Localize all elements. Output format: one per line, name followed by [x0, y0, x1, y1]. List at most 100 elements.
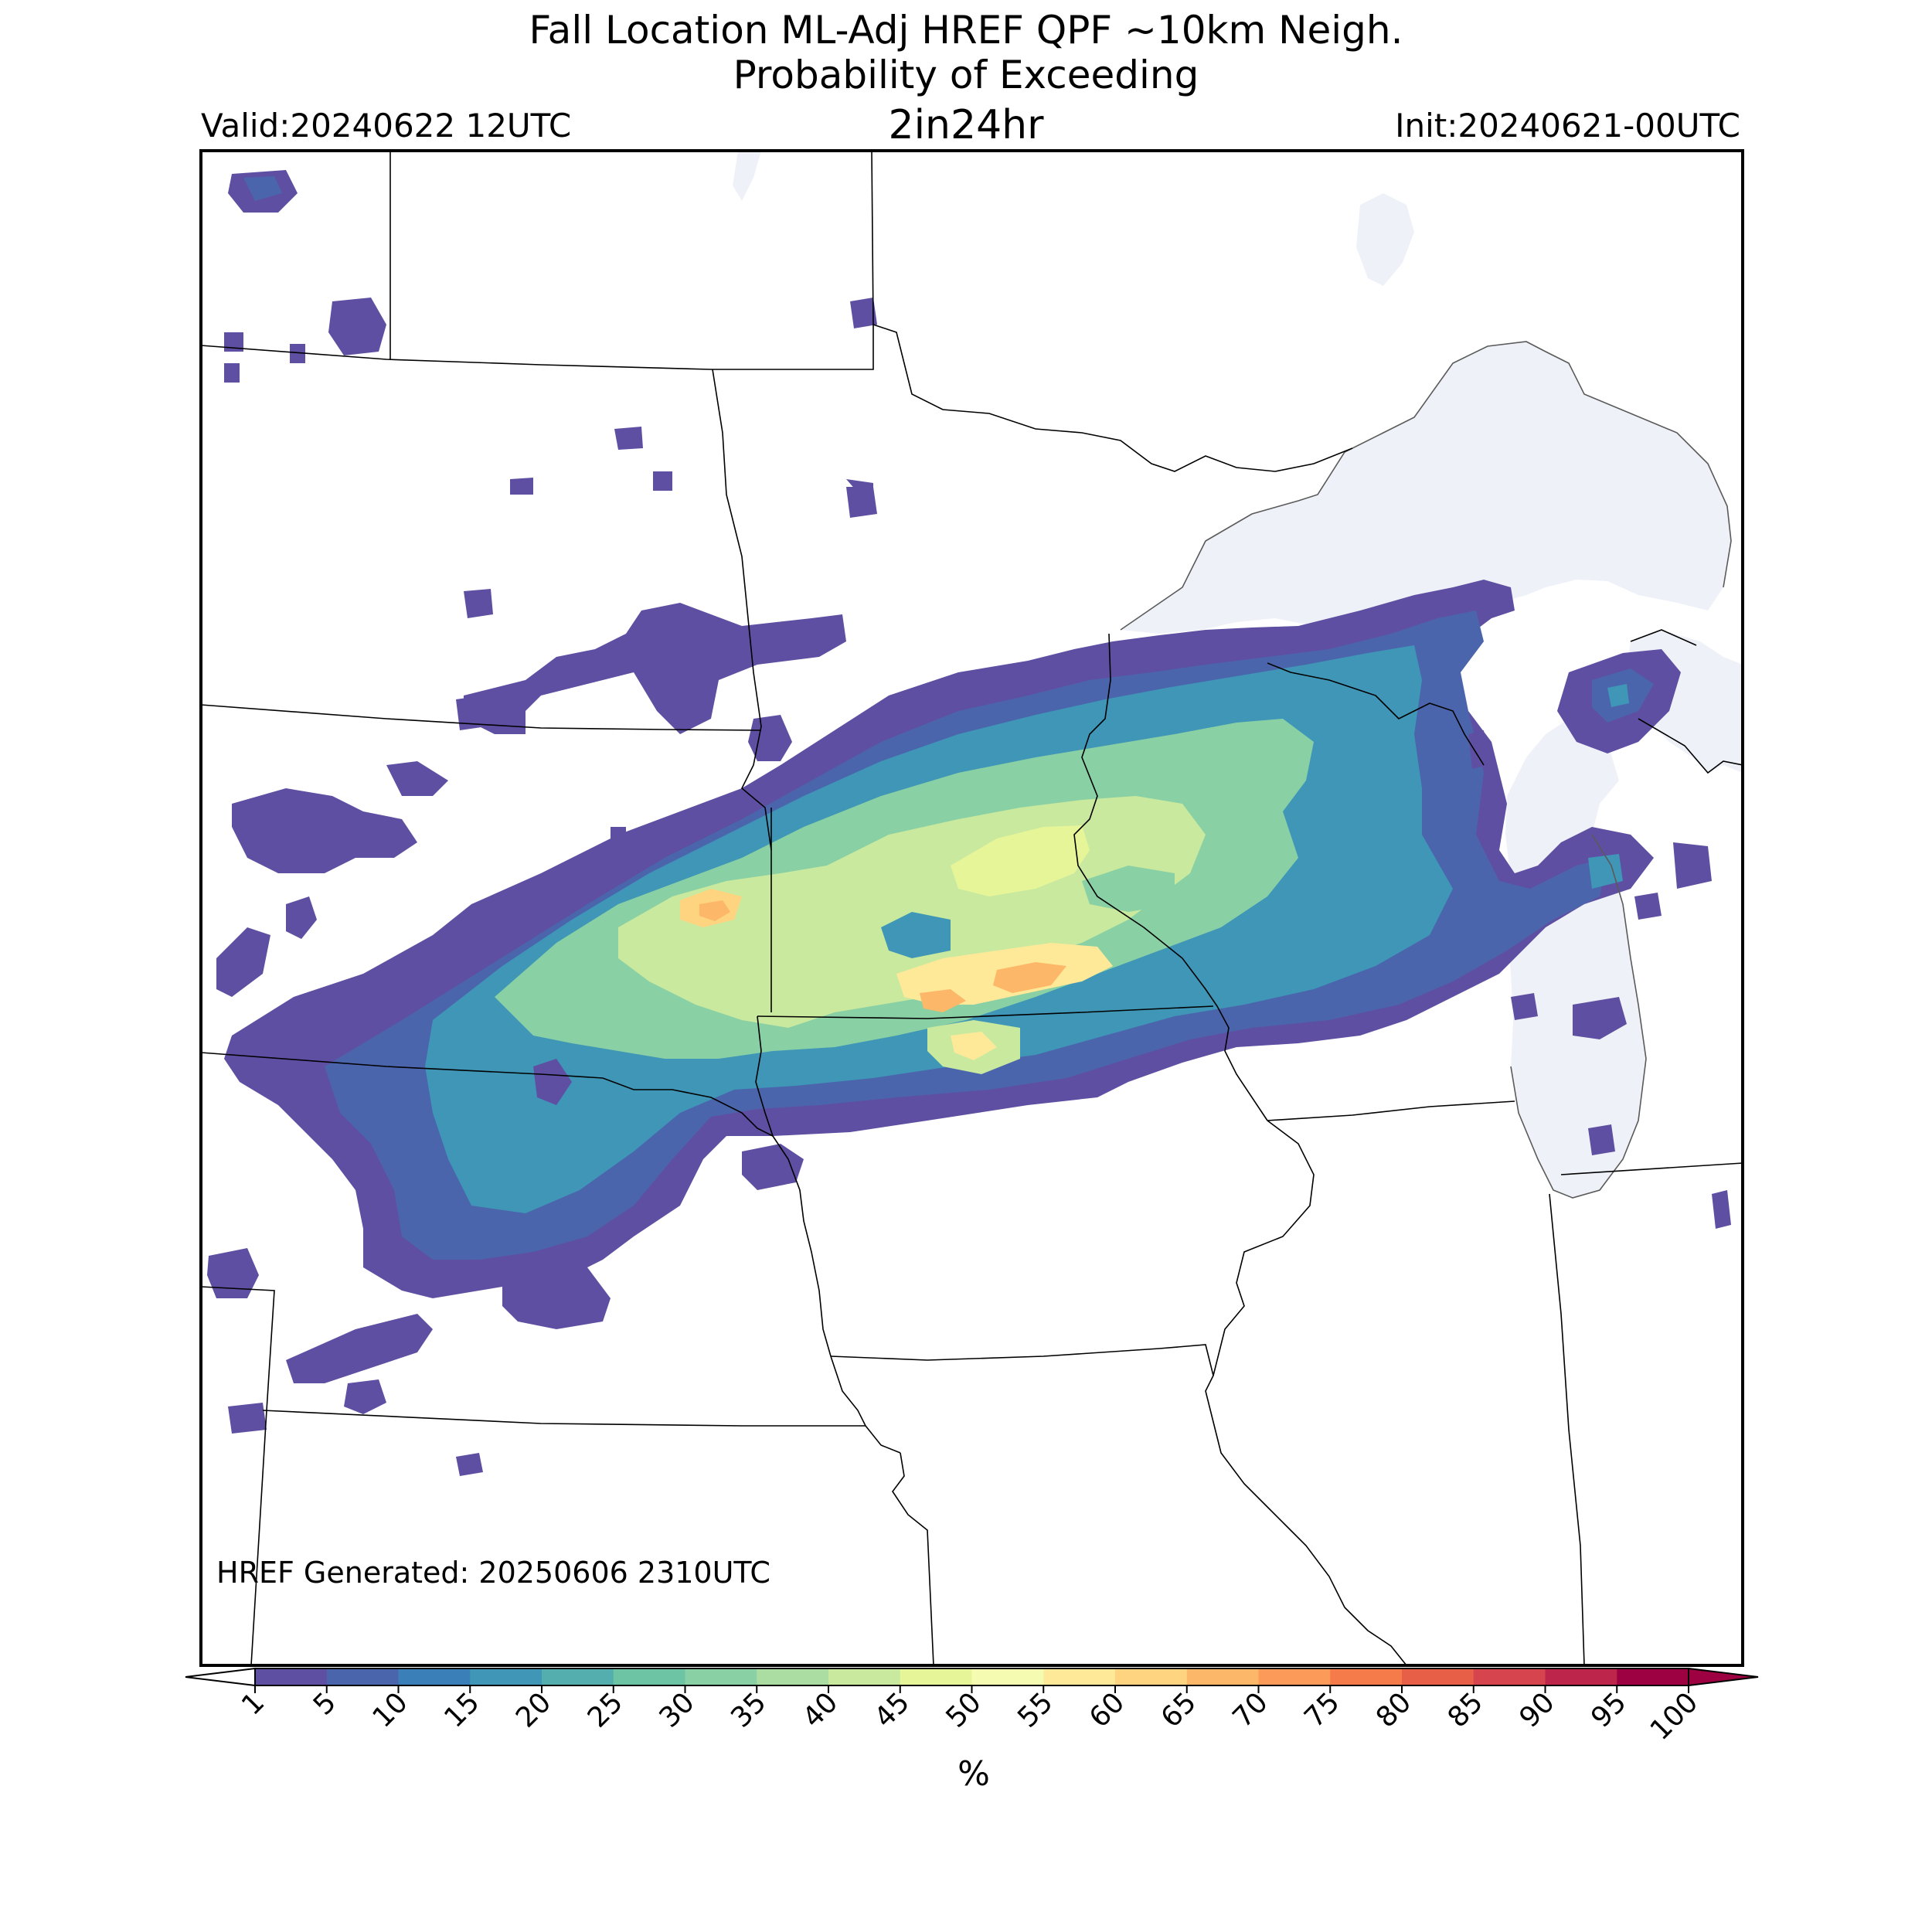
lake-winnipeg-tip: [733, 151, 761, 201]
border-ne-ia: [830, 1355, 901, 1454]
border-wi-mi: [1267, 662, 1485, 766]
lake-of-the-woods: [1356, 193, 1414, 286]
lake-michigan-outline: [1510, 834, 1647, 1199]
border-ia-il-river: [1205, 1120, 1407, 1665]
cell: [228, 1403, 267, 1434]
colorbar-segment: [900, 1668, 972, 1685]
border-ks-mo: [892, 1452, 934, 1665]
colorbar-segment: [828, 1668, 901, 1685]
cell: [1588, 1124, 1615, 1155]
title-line-2: Probability of Exceeding: [733, 53, 1199, 97]
colorbar-tick-label: 95: [1585, 1686, 1632, 1733]
cell: [510, 478, 533, 495]
colorbar-tick-label: 5: [308, 1686, 342, 1721]
cell: [611, 827, 626, 850]
border-mi-huron: [1638, 718, 1743, 774]
colorbar-tick-label: 15: [438, 1686, 485, 1733]
colorbar-segment: [685, 1668, 757, 1685]
colorbar-tick-label: 90: [1513, 1686, 1560, 1733]
border-wi-mn: [1073, 633, 1268, 1121]
colorbar-extend-low: [185, 1667, 256, 1687]
border-il-in: [1549, 1193, 1585, 1665]
prob-contour-55-b: [951, 1032, 997, 1060]
colorbar-extend-high: [1688, 1667, 1759, 1687]
scattered-cells: [207, 170, 1731, 1476]
colorbar-tick-label: 30: [653, 1686, 700, 1733]
border-ne-ks: [262, 1410, 866, 1427]
colorbar-unit-label: %: [957, 1754, 990, 1794]
colorbar-segment: [1617, 1668, 1689, 1685]
colorbar-tick-label: 100: [1645, 1686, 1705, 1747]
cell: [464, 603, 846, 734]
cell: [850, 298, 877, 328]
colorbar-tick-label: 80: [1370, 1686, 1417, 1733]
cell: [748, 715, 792, 761]
border-sk-mb: [871, 151, 874, 325]
prob-contour-65: [993, 962, 1066, 993]
prob-contour-45: [951, 825, 1090, 896]
political-borders: [201, 151, 1743, 1665]
cell: [224, 332, 243, 352]
cell: [1712, 1190, 1731, 1229]
title-threshold: 2in24hr: [888, 102, 1044, 148]
cell: [1588, 854, 1623, 889]
cell: [328, 298, 386, 355]
cell: [846, 479, 873, 510]
colorbar-segment: [326, 1668, 399, 1685]
cell: [1673, 842, 1712, 889]
colorbar-segments: [255, 1668, 1689, 1685]
colorbar-segment: [1473, 1668, 1546, 1685]
colorbar-tick-label: 75: [1298, 1686, 1345, 1733]
cell: [1573, 997, 1627, 1039]
colorbar-tick-label: 45: [869, 1686, 916, 1733]
cell: [1468, 730, 1488, 769]
colorbar: 1 5 10 15 20 25 30 35 40 45 50 55 60 65 70 75 80 85 90 95 10…: [185, 1667, 1759, 1747]
colorbar-segment: [1186, 1668, 1259, 1685]
border-mn-ia: [757, 1005, 1214, 1019]
border-wi-il: [1267, 1100, 1515, 1121]
colorbar-tick-label: 65: [1155, 1686, 1202, 1733]
colorbar-segment: [1330, 1668, 1403, 1685]
border-sd-ia-river: [755, 1015, 832, 1357]
colorbar-tick-label: 10: [366, 1686, 413, 1733]
cell: [286, 1314, 433, 1383]
border-intl-east: [872, 324, 1353, 472]
cell: [742, 1144, 804, 1190]
cell: [243, 176, 282, 201]
colorbar-segment: [542, 1668, 614, 1685]
colorbar-tick-label: 40: [797, 1686, 844, 1733]
valid-time: Valid:20240622 12UTC: [201, 107, 572, 145]
colorbar-segment: [1402, 1668, 1475, 1685]
cell: [344, 1379, 386, 1414]
cell: [456, 1453, 483, 1476]
generated-timestamp: HREF Generated: 20250606 2310UTC: [216, 1556, 770, 1590]
border-co-ne: [201, 1286, 275, 1665]
border-nd-mn: [712, 369, 772, 851]
colorbar-segment: [398, 1668, 471, 1685]
border-intl: [201, 325, 874, 370]
prob-contour-30-b: [1082, 866, 1175, 912]
init-time: Init:20240621-00UTC: [1395, 107, 1740, 145]
cell: [614, 427, 643, 450]
colorbar-tick-label: 50: [940, 1686, 987, 1733]
colorbar-segment: [1545, 1668, 1617, 1685]
colorbar-tick-label: 85: [1442, 1686, 1489, 1733]
cell: [1607, 684, 1629, 707]
colorbar-segment: [255, 1668, 328, 1685]
border-ia-mo: [830, 1344, 1214, 1376]
prob-contour-15-b: [881, 912, 951, 958]
colorbar-segment: [613, 1668, 685, 1685]
cell: [224, 363, 240, 383]
map-content: [201, 151, 1743, 1665]
cell: [464, 589, 493, 618]
colorbar-segment: [1115, 1668, 1188, 1685]
prob-contour-65-c: [699, 900, 730, 921]
lake-outlines: [1120, 341, 1732, 1199]
scattered-cells-15: [1588, 684, 1629, 889]
colorbar-segment: [470, 1668, 543, 1685]
colorbar-tick-label: 25: [582, 1686, 629, 1733]
cell: [386, 761, 448, 796]
border-in-mi: [1560, 1162, 1743, 1175]
colorbar-segment: [1043, 1668, 1116, 1685]
lake-superior: [1121, 342, 1731, 641]
